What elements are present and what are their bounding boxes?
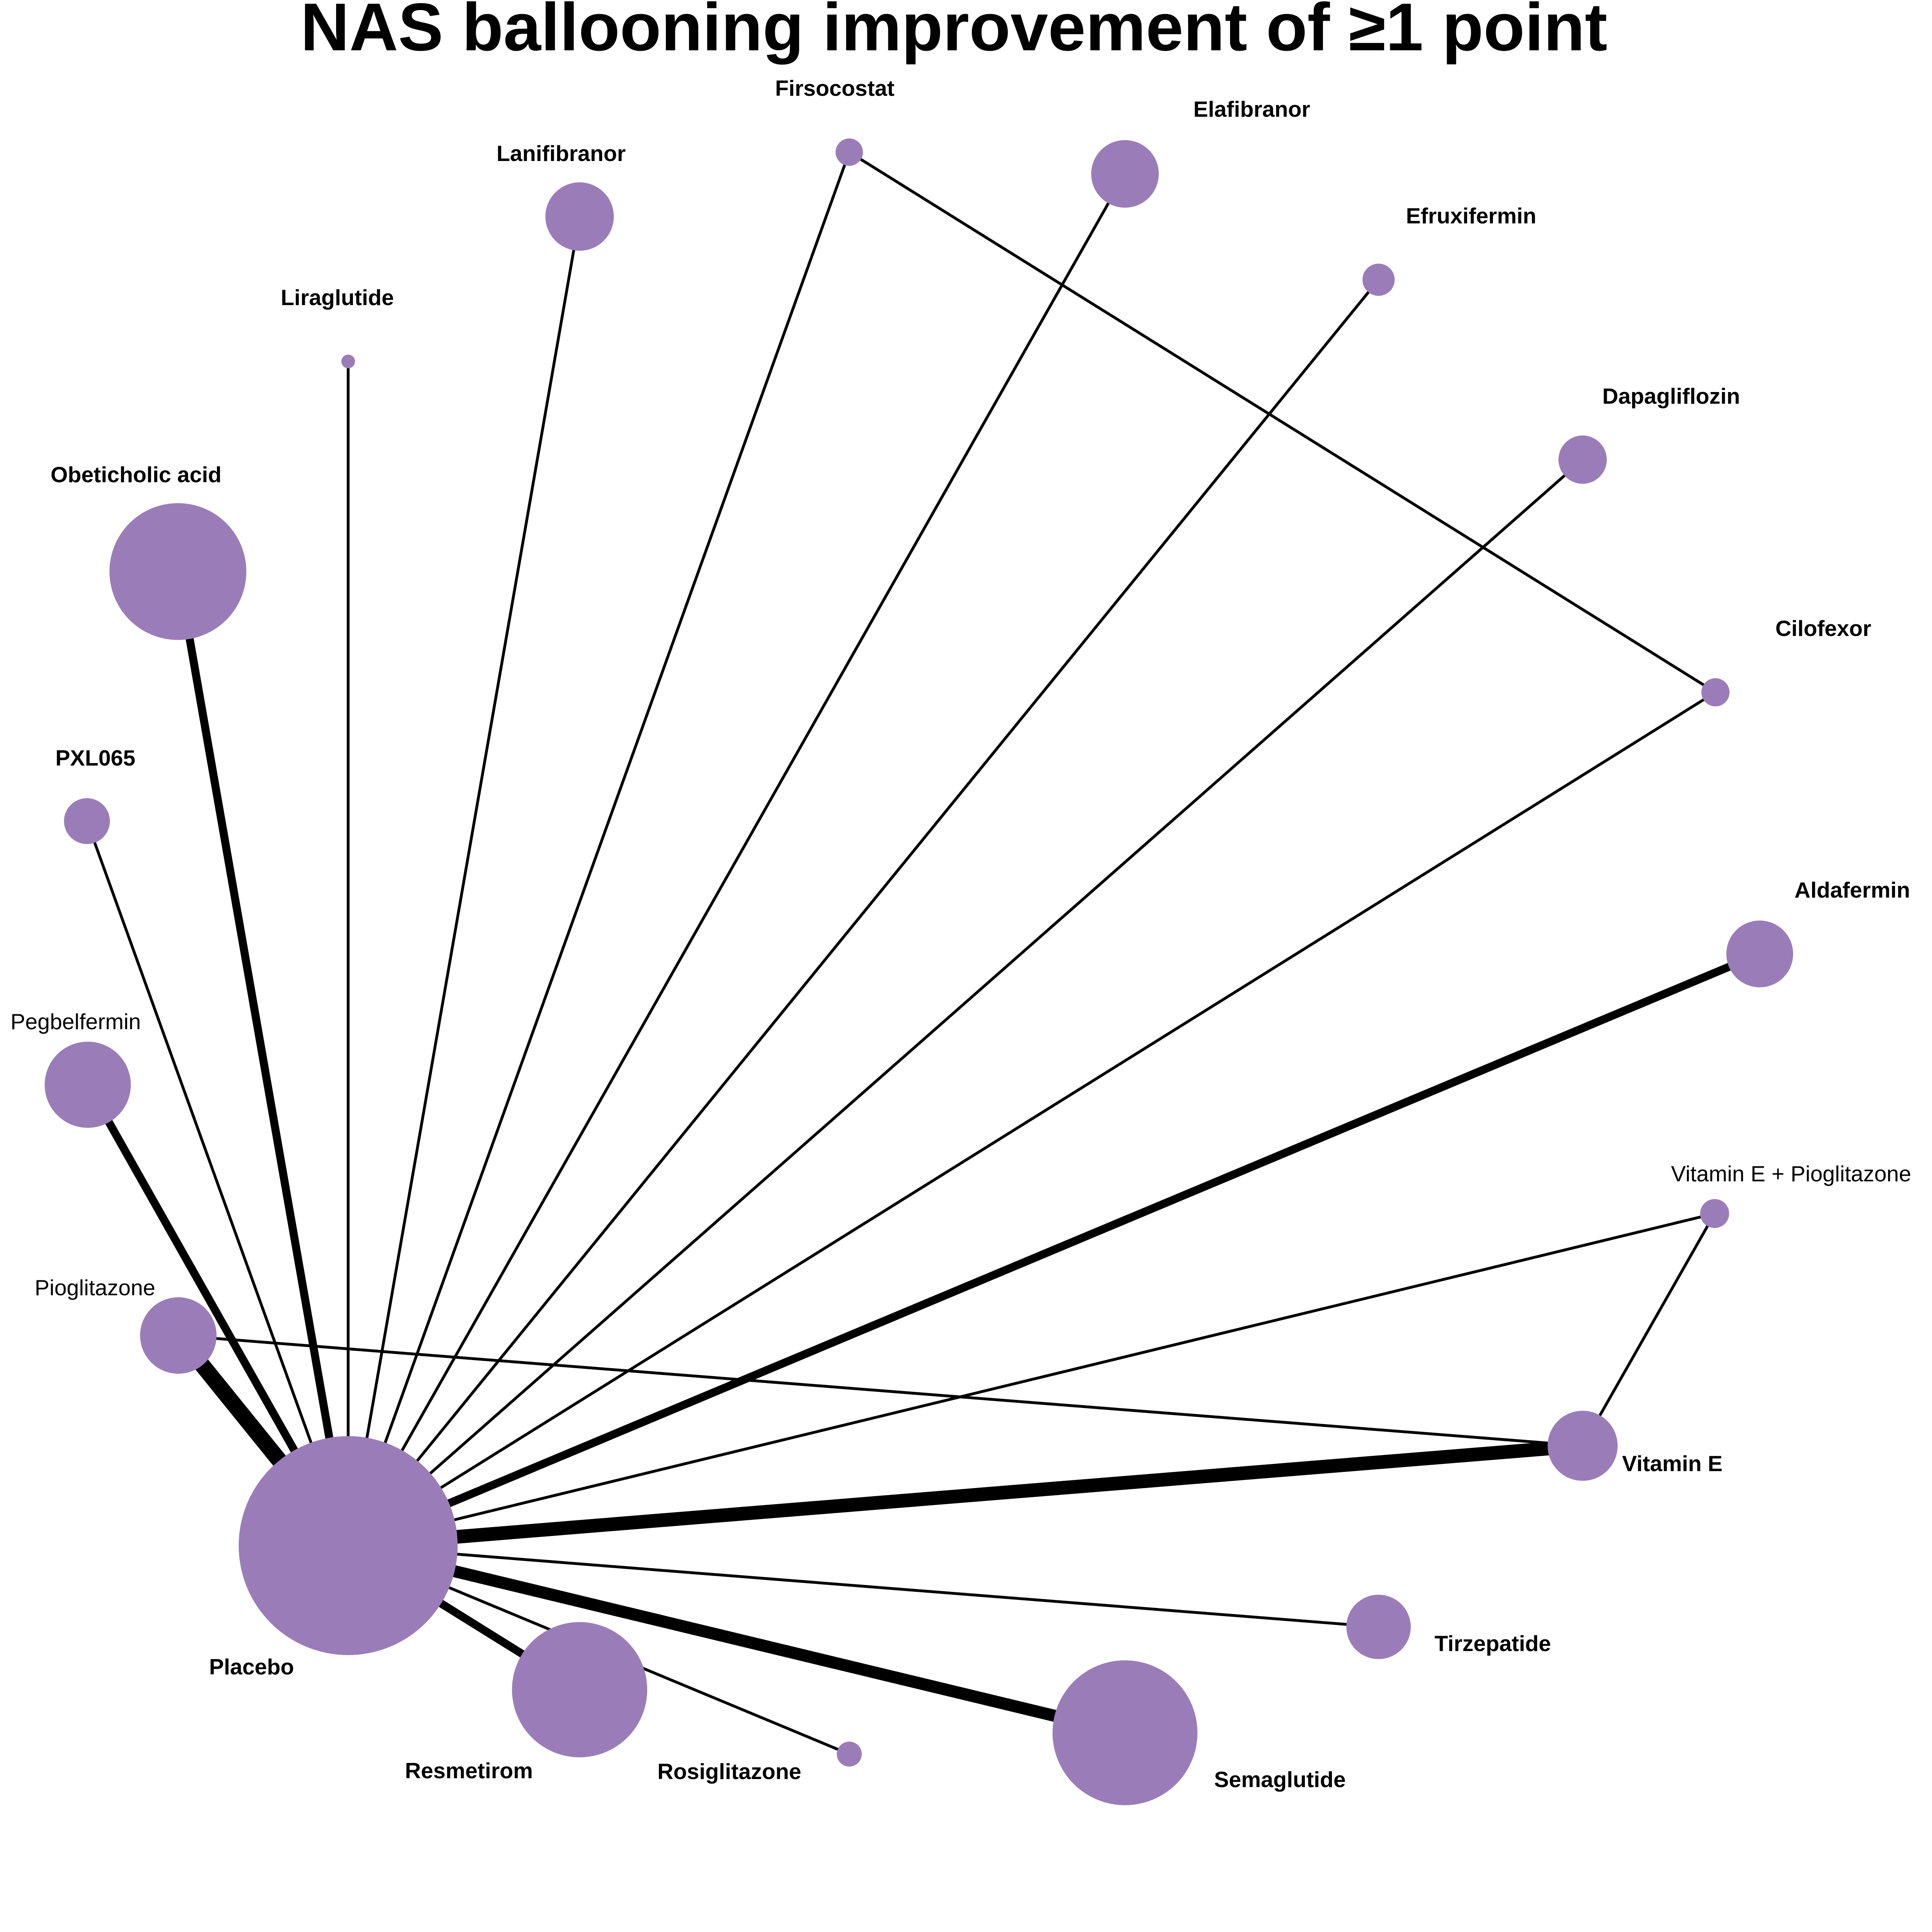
node-layer [45,138,1793,1805]
node-resmetirom [512,1622,647,1757]
label-layer: Firsocostat Elafibranor Lanifibranor Efruxi… [10,76,1911,1792]
node-pioglitazone [140,1297,217,1374]
edge-placebo-firsocostat [347,151,851,1546]
node-rosiglitazone [837,1742,862,1767]
edge-vitamin-e-vitamin-e-pioglitazone [1581,1213,1716,1447]
node-label-lanifibranor: Lanifibranor [497,141,626,166]
edge-placebo-aldafermin [347,950,1761,1550]
node-label-pioglitazone: Pioglitazone [35,1275,155,1300]
node-obeticholic-acid [109,503,246,640]
node-label-pxl065: PXL065 [56,745,136,770]
node-label-liraglutide: Liraglutide [281,285,394,310]
node-label-obeticholic-acid: Obeticholic acid [51,462,222,487]
node-dapagliflozin [1558,436,1607,484]
node-efruxifermin [1362,264,1395,296]
node-pxl065 [64,798,110,844]
node-label-elafibranor: Elafibranor [1193,97,1310,122]
node-liraglutide [341,355,355,368]
node-label-dapagliflozin: Dapagliflozin [1602,384,1740,409]
edge-placebo-vitamin-e-pioglitazone [348,1212,1715,1547]
node-lanifibranor [545,182,614,251]
edge-placebo-semaglutide [347,1540,1127,1739]
diagram-title: NAS ballooning improvement of ≥1 point [301,0,1608,65]
node-tirzepatide [1346,1595,1411,1659]
edge-placebo-lanifibranor [347,216,581,1546]
node-label-tirzepatide: Tirzepatide [1435,1631,1551,1656]
node-label-pegbelfermin: Pegbelfermin [10,1009,141,1034]
node-label-aldafermin: Aldafermin [1794,877,1910,902]
node-vitamin-e-pioglitazone [1700,1199,1729,1228]
node-elafibranor [1091,140,1159,208]
node-label-cilofexor: Cilofexor [1775,616,1871,641]
node-label-placebo: Placebo [209,1654,294,1679]
edge-placebo-elafibranor [347,173,1127,1546]
edge-pioglitazone-vitamin-e [178,1334,1583,1447]
edge-placebo-tirzepatide [348,1544,1379,1629]
node-aldafermin [1726,921,1793,987]
edge-placebo-obeticholic-acid [174,571,352,1546]
node-cilofexor [1701,678,1730,706]
node-firsocostat [836,138,863,166]
node-label-rosiglitazone: Rosiglitazone [657,1759,801,1784]
node-label-firsocostat: Firsocostat [775,76,894,101]
node-label-vitamin-e-pioglitazone: Vitamin E + Pioglitazone [1671,1161,1911,1186]
node-label-semaglutide: Semaglutide [1214,1767,1346,1792]
edge-placebo-vitamin-e [347,1439,1583,1552]
edge-placebo-cilofexor [347,691,1716,1547]
node-placebo [239,1436,458,1655]
node-pegbelfermin [45,1042,131,1128]
node-label-resmetirom: Resmetirom [405,1758,533,1783]
edge-placebo-dapagliflozin [347,458,1584,1547]
node-vitamin-e [1548,1411,1618,1481]
node-label-efruxifermin: Efruxifermin [1406,203,1536,228]
edge-firsocostat-cilofexor [848,151,1716,694]
edge-placebo-efruxifermin [347,279,1380,1547]
node-label-vitamin-e: Vitamin E [1622,1451,1723,1476]
edge-placebo-pxl065 [85,820,350,1546]
node-semaglutide [1053,1660,1197,1805]
